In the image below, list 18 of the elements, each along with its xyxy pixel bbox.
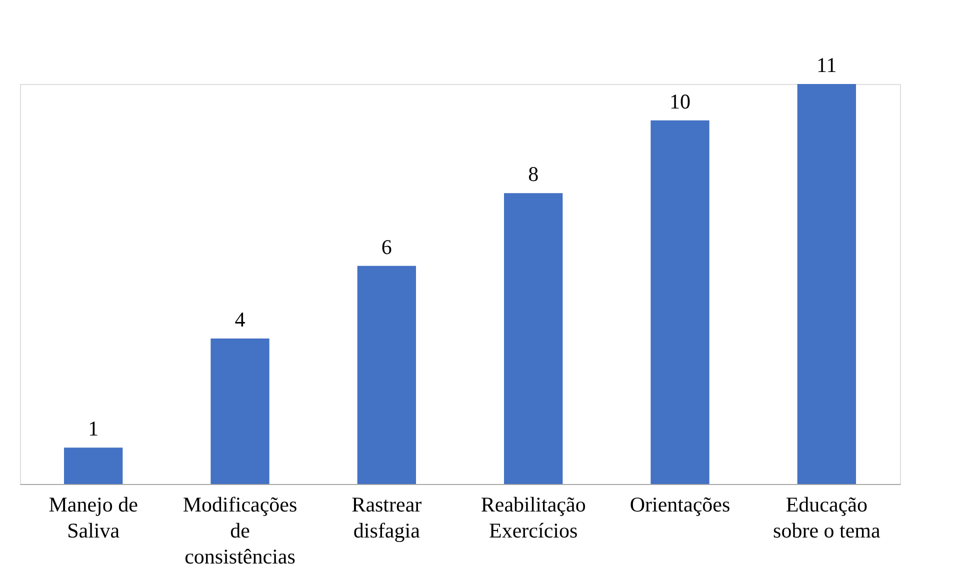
data-label: 6 — [381, 234, 392, 259]
bar — [504, 193, 563, 484]
x-tick-label: Modificações de consistências — [182, 492, 298, 568]
data-label: 11 — [816, 53, 837, 77]
x-tick-label: Reabilitação Exercícios — [480, 492, 586, 542]
bar — [210, 338, 270, 484]
x-tick-label: Rastrear disfagia — [352, 492, 422, 542]
bar — [650, 120, 710, 484]
bar — [797, 84, 856, 484]
data-label: 1 — [88, 416, 99, 441]
data-label: 10 — [670, 89, 690, 114]
data-label: 4 — [234, 308, 246, 332]
bar — [64, 448, 123, 484]
x-tick-label: Orientações — [630, 492, 730, 516]
bar — [357, 266, 416, 484]
data-label: 8 — [528, 162, 539, 186]
x-tick-label: Educação sobre o tema — [773, 492, 881, 542]
x-tick-label: Manejo de Saliva — [48, 492, 138, 542]
